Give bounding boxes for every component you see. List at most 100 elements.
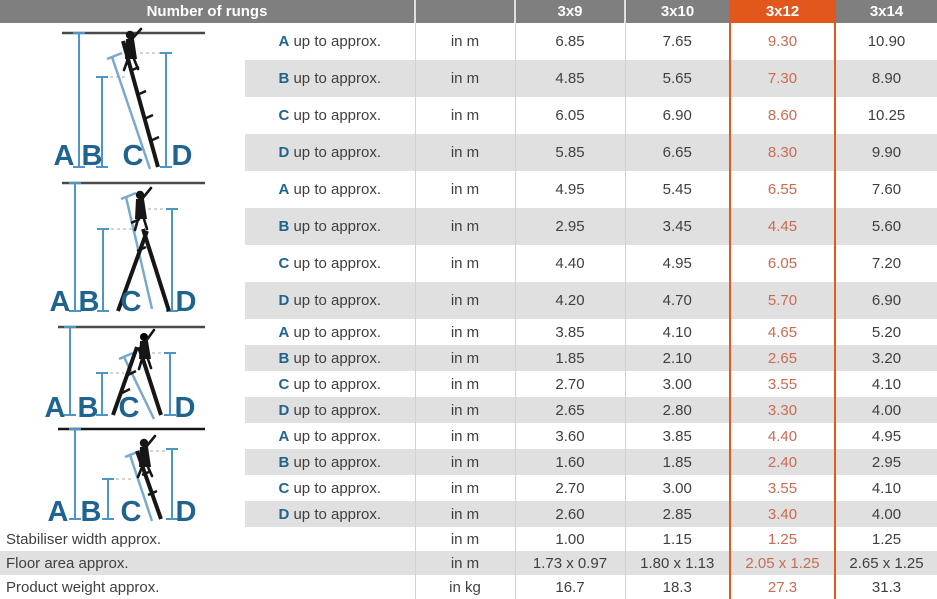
row-label: D up to approx. [0, 397, 415, 423]
unit-cell: in m [414, 449, 515, 475]
value-cell: 4.70 [624, 282, 730, 319]
row-label: D up to approx. [0, 282, 415, 319]
table-row: C up to approx. in m 2.70 3.00 3.55 4.10 [0, 371, 937, 397]
value-cell: 6.90 [834, 282, 937, 319]
value-cell: 5.65 [624, 60, 730, 97]
value-cell: 4.95 [514, 171, 625, 208]
value-cell: 5.20 [834, 319, 937, 345]
value-cell: 7.60 [834, 171, 937, 208]
unit-cell: in m [414, 397, 515, 423]
value-cell: 3.85 [624, 423, 730, 449]
table-row: B up to approx. in m 2.95 3.45 4.45 5.60 [0, 208, 937, 245]
unit-cell: in m [414, 501, 515, 527]
value-cell-highlighted: 5.70 [729, 282, 836, 319]
unit-cell: in kg [414, 575, 515, 599]
value-cell: 4.40 [514, 245, 625, 282]
table-row: A up to approx. in m 6.85 7.65 9.30 10.90 [0, 23, 937, 60]
row-label: A up to approx. [0, 171, 415, 208]
value-cell: 1.80 x 1.13 [624, 551, 730, 575]
value-cell: 4.85 [514, 60, 625, 97]
table-row: D up to approx. in m 2.65 2.80 3.30 4.00 [0, 397, 937, 423]
value-cell: 2.80 [624, 397, 730, 423]
value-cell-highlighted: 4.65 [729, 319, 836, 345]
unit-column-header [414, 0, 515, 23]
unit-cell: in m [414, 475, 515, 501]
value-cell: 4.20 [514, 282, 625, 319]
value-cell-highlighted: 7.30 [729, 60, 836, 97]
unit-cell: in m [414, 551, 515, 575]
row-label: Product weight approx. [0, 575, 415, 599]
value-cell: 3.00 [624, 475, 730, 501]
value-cell: 1.85 [624, 449, 730, 475]
row-label: A up to approx. [0, 319, 415, 345]
row-label: C up to approx. [0, 245, 415, 282]
unit-cell: in m [414, 245, 515, 282]
table-row: D up to approx. in m 2.60 2.85 3.40 4.00 [0, 501, 937, 527]
value-cell: 6.85 [514, 23, 625, 60]
value-cell-highlighted: 3.55 [729, 475, 836, 501]
value-cell: 7.65 [624, 23, 730, 60]
unit-cell: in m [414, 345, 515, 371]
value-cell-highlighted: 2.65 [729, 345, 836, 371]
value-cell: 6.90 [624, 97, 730, 134]
value-cell: 10.25 [834, 97, 937, 134]
value-cell: 5.85 [514, 134, 625, 171]
value-cell: 1.00 [514, 527, 625, 551]
row-label: Stabiliser width approx. [0, 527, 415, 551]
value-cell: 9.90 [834, 134, 937, 171]
row-label: A up to approx. [0, 23, 415, 60]
value-cell: 3.60 [514, 423, 625, 449]
table-row: A up to approx. in m 4.95 5.45 6.55 7.60 [0, 171, 937, 208]
value-cell: 3.45 [624, 208, 730, 245]
table-row: B up to approx. in m 1.85 2.10 2.65 3.20 [0, 345, 937, 371]
value-cell-highlighted: 3.40 [729, 501, 836, 527]
table-row: Product weight approx. in kg 16.7 18.3 27.3 3… [0, 575, 937, 599]
value-cell: 2.65 [514, 397, 625, 423]
table-row: D up to approx. in m 5.85 6.65 8.30 9.90 [0, 134, 937, 171]
column-header-3x12-highlighted: 3x12 [729, 0, 836, 23]
row-label: D up to approx. [0, 501, 415, 527]
value-cell: 1.85 [514, 345, 625, 371]
header-row: Number of rungs 3x9 3x10 3x12 3x14 [0, 0, 937, 23]
value-cell-highlighted: 27.3 [729, 575, 836, 599]
unit-cell: in m [414, 97, 515, 134]
value-cell: 2.95 [514, 208, 625, 245]
row-label: B up to approx. [0, 208, 415, 245]
value-cell: 2.70 [514, 371, 625, 397]
value-cell: 2.70 [514, 475, 625, 501]
table-row: B up to approx. in m 4.85 5.65 7.30 8.90 [0, 60, 937, 97]
table-row: C up to approx. in m 6.05 6.90 8.60 10.25 [0, 97, 937, 134]
value-cell: 8.90 [834, 60, 937, 97]
value-cell: 4.10 [834, 475, 937, 501]
value-cell: 1.60 [514, 449, 625, 475]
unit-cell: in m [414, 371, 515, 397]
value-cell: 6.05 [514, 97, 625, 134]
table-row: A up to approx. in m 3.60 3.85 4.40 4.95 [0, 423, 937, 449]
unit-cell: in m [414, 60, 515, 97]
table-row: Stabiliser width approx. in m 1.00 1.15 1.25… [0, 527, 937, 551]
value-cell: 4.95 [624, 245, 730, 282]
value-cell-highlighted: 4.40 [729, 423, 836, 449]
row-label: C up to approx. [0, 475, 415, 501]
value-cell: 4.10 [624, 319, 730, 345]
value-cell: 2.10 [624, 345, 730, 371]
unit-cell: in m [414, 171, 515, 208]
row-label: B up to approx. [0, 345, 415, 371]
value-cell: 4.95 [834, 423, 937, 449]
value-cell: 5.60 [834, 208, 937, 245]
value-cell: 1.15 [624, 527, 730, 551]
value-cell: 3.00 [624, 371, 730, 397]
value-cell: 6.65 [624, 134, 730, 171]
value-cell: 18.3 [624, 575, 730, 599]
value-cell: 4.10 [834, 371, 937, 397]
value-cell-highlighted: 3.30 [729, 397, 836, 423]
column-header-3x10: 3x10 [624, 0, 730, 23]
unit-cell: in m [414, 23, 515, 60]
column-header-3x9: 3x9 [514, 0, 625, 23]
value-cell: 7.20 [834, 245, 937, 282]
table-row: C up to approx. in m 4.40 4.95 6.05 7.20 [0, 245, 937, 282]
table-row: D up to approx. in m 4.20 4.70 5.70 6.90 [0, 282, 937, 319]
value-cell-highlighted: 4.45 [729, 208, 836, 245]
